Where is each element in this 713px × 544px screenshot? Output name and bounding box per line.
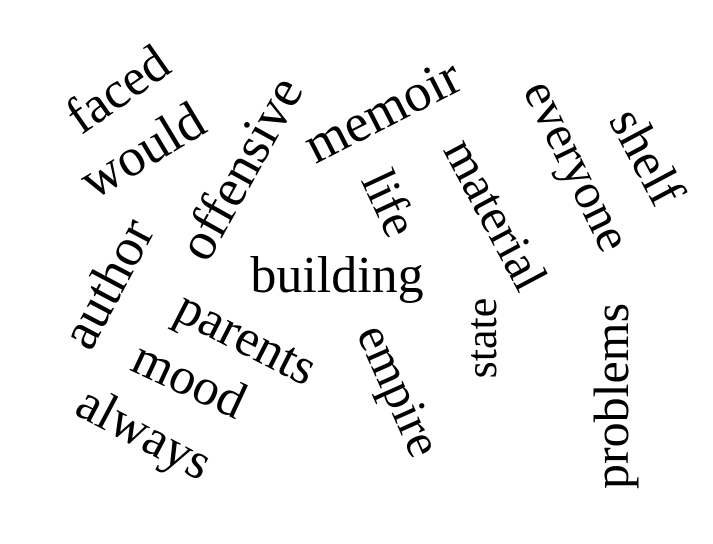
word-life: life bbox=[350, 160, 430, 246]
word-problems: problems bbox=[583, 302, 639, 490]
word-state: state bbox=[457, 297, 506, 379]
word-material: material bbox=[432, 128, 560, 300]
word-building: building bbox=[250, 247, 424, 304]
word-empire: empire bbox=[346, 315, 454, 465]
